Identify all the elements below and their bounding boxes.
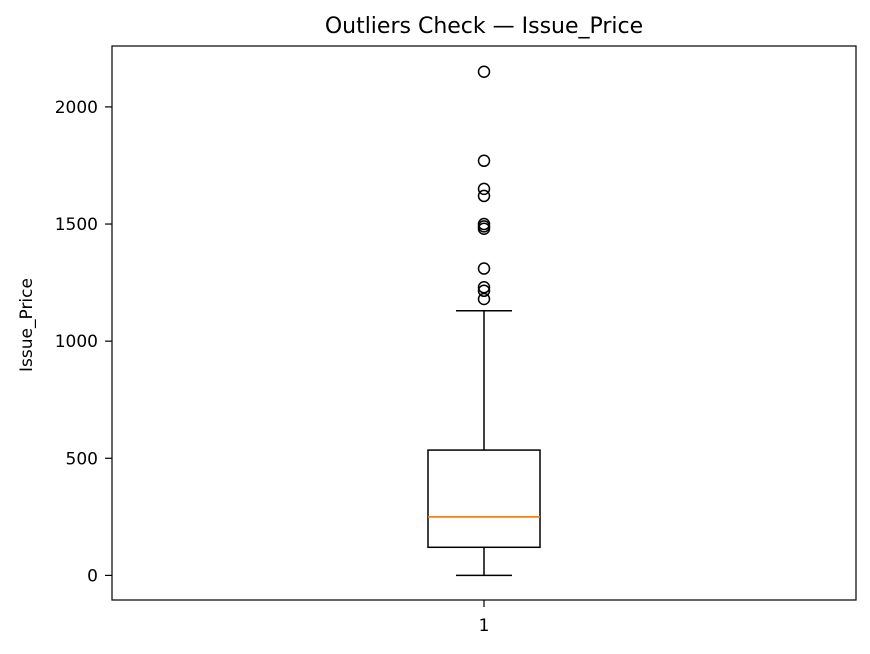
x-tick-label: 1: [479, 616, 490, 636]
y-tick-label: 0: [87, 566, 98, 586]
y-tick-label: 500: [66, 449, 98, 469]
plot-area: 0 500 1000 1500 2000 1: [55, 45, 857, 636]
y-axis-label: Issue_Price: [17, 278, 37, 372]
outlier-point: [477, 189, 491, 203]
outlier-point: [477, 281, 491, 294]
outlier-point: [477, 65, 491, 79]
outlier-point: [477, 284, 491, 298]
box-iqr: [427, 449, 541, 549]
y-tick-label: 1500: [55, 215, 98, 235]
chart-title: Outliers Check — Issue_Price: [325, 14, 643, 39]
y-tick-label: 2000: [55, 98, 98, 118]
outlier-point: [477, 217, 491, 231]
outlier-point: [477, 182, 491, 196]
outlier-point: [477, 262, 491, 275]
y-tick-label: 1000: [55, 332, 98, 352]
outlier-point: [477, 154, 491, 168]
